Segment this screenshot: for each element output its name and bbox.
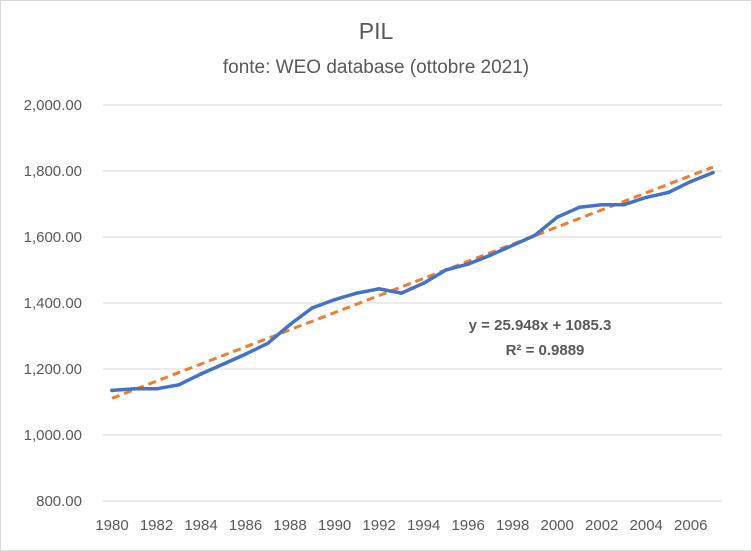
data-point	[355, 291, 359, 295]
data-point	[154, 387, 159, 391]
data-point	[622, 202, 626, 207]
data-point	[421, 281, 426, 286]
data-point	[444, 268, 448, 272]
x-axis-ticks: 1980 1982 1984 1986 1988 1990 1992 1994 1996 1998…	[95, 517, 707, 534]
y-tick-label: 1,800.00	[24, 163, 82, 180]
data-point	[577, 205, 582, 210]
data-point	[243, 352, 248, 356]
x-tick-label: 1986	[229, 517, 262, 534]
x-tick-label: 1980	[95, 517, 128, 534]
y-tick-label: 2,000.00	[24, 97, 82, 114]
y-tick-label: 1,200.00	[24, 361, 82, 378]
x-tick-label: 1982	[140, 517, 173, 534]
data-point	[399, 291, 404, 295]
data-point	[510, 243, 515, 248]
x-tick-label: 1994	[407, 517, 440, 534]
data-point	[266, 341, 270, 346]
data-point	[221, 362, 226, 366]
chart-subtitle: fonte: WEO database (ottobre 2021)	[222, 57, 530, 78]
trendline-r2: R² = 0.9889	[506, 342, 585, 359]
y-tick-label: 1,600.00	[24, 229, 82, 246]
data-point	[711, 170, 715, 175]
series-line	[110, 170, 715, 393]
x-tick-label: 1984	[184, 517, 217, 534]
data-point	[688, 179, 693, 184]
data-point	[533, 233, 537, 238]
y-tick-label: 1,000.00	[24, 427, 82, 444]
x-tick-label: 2004	[630, 517, 663, 534]
data-point	[110, 388, 114, 393]
chart-title: PIL	[358, 18, 394, 44]
y-tick-label: 1,400.00	[24, 295, 82, 312]
x-tick-label: 2000	[540, 517, 573, 534]
trendline-equation: y = 25.948x + 1085.3	[469, 317, 612, 334]
series-group	[110, 170, 715, 393]
x-tick-label: 2002	[585, 517, 618, 534]
data-point	[488, 253, 493, 257]
x-tick-label: 1996	[451, 517, 484, 534]
data-point	[377, 287, 381, 291]
data-point	[310, 306, 315, 310]
x-tick-label: 1990	[318, 517, 351, 534]
data-point	[666, 190, 671, 195]
data-point	[466, 262, 470, 266]
trendline-annotation: y = 25.948x + 1085.3 R² = 0.9889	[469, 317, 612, 359]
x-tick-label: 2006	[674, 517, 707, 534]
trendline-group	[111, 165, 714, 400]
y-tick-label: 800.00	[36, 493, 82, 510]
trendline	[111, 165, 714, 400]
data-point	[176, 383, 181, 387]
data-point	[332, 297, 337, 302]
data-point	[288, 322, 292, 327]
gridlines	[103, 104, 722, 502]
x-tick-label: 1992	[362, 517, 395, 534]
data-point	[599, 202, 604, 207]
y-axis-ticks: 800.00 1,000.00 1,200.00 1,400.00 1,600.00 1,…	[24, 97, 82, 510]
data-point	[199, 372, 203, 376]
data-point	[644, 195, 649, 200]
data-point	[555, 215, 559, 219]
x-tick-label: 1998	[496, 517, 529, 534]
data-point	[132, 387, 137, 391]
x-tick-label: 1988	[273, 517, 306, 534]
